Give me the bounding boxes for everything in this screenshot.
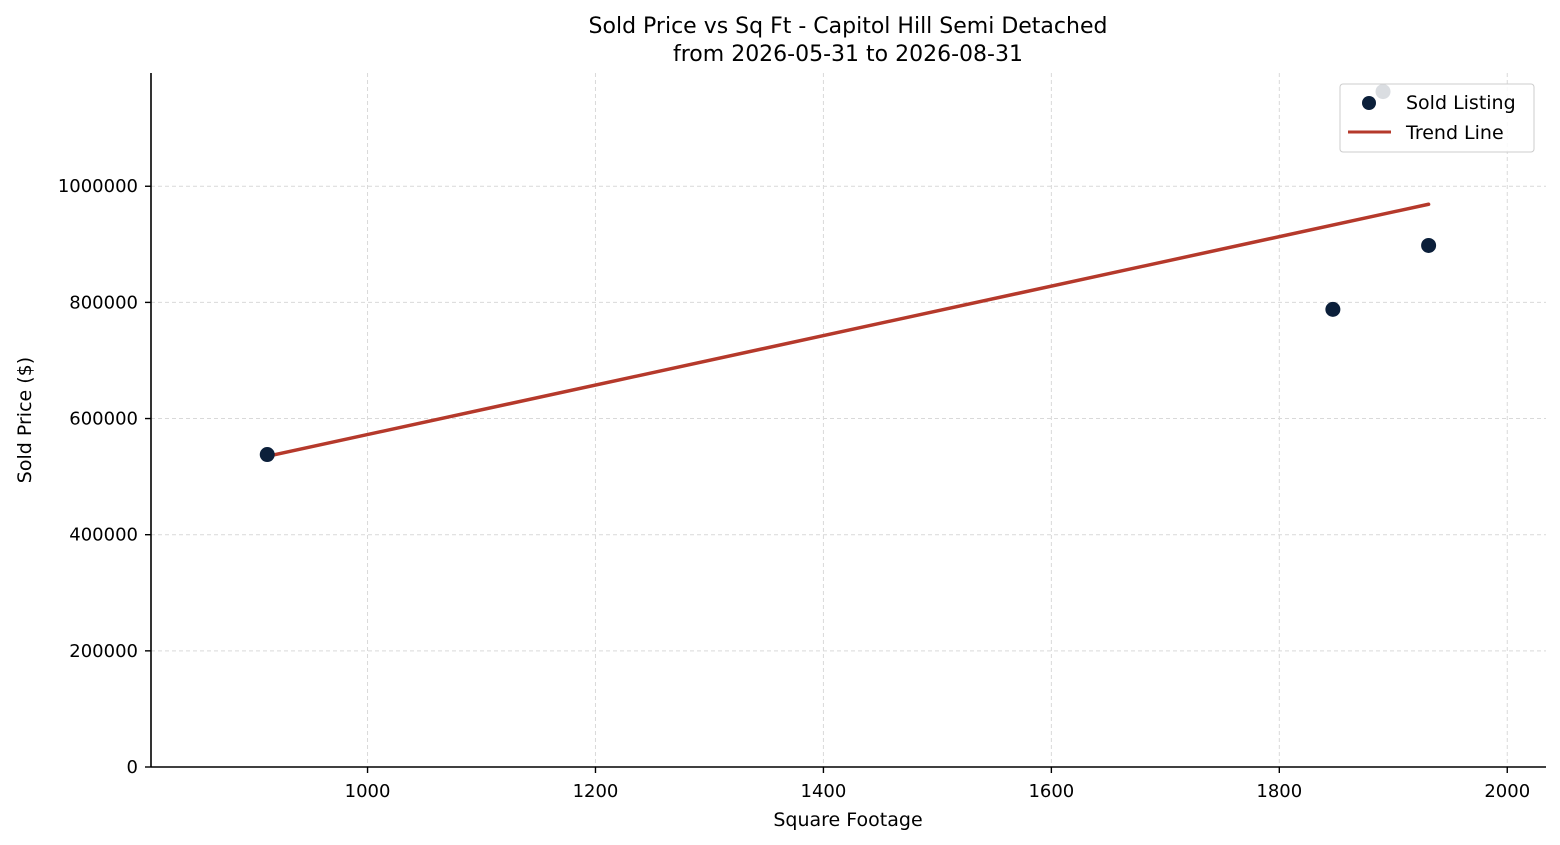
axes (150, 73, 1546, 768)
trend-line (265, 202, 1431, 459)
data-point (259, 447, 275, 463)
ticks: 1000 1200 1400 1600 1800 2000 0 200000 400000 600… (58, 176, 1530, 802)
y-tick-label: 0 (127, 757, 138, 778)
legend-label-sold-listing: Sold Listing (1406, 92, 1516, 114)
trend-line-layer (265, 202, 1431, 459)
y-axis-label: Sold Price ($) (14, 357, 36, 483)
points-layer (259, 84, 1437, 463)
x-tick-label: 1000 (345, 781, 391, 802)
x-tick-label: 1600 (1028, 781, 1074, 802)
y-tick-label: 600000 (69, 409, 138, 430)
data-point (1325, 301, 1341, 317)
legend-label-trend-line: Trend Line (1405, 122, 1504, 144)
y-tick-label: 1000000 (58, 176, 138, 197)
chart-subtitle: from 2026-05-31 to 2026-08-31 (673, 42, 1023, 67)
y-tick-label: 400000 (69, 525, 138, 546)
data-point (1421, 237, 1437, 253)
x-tick-label: 1200 (573, 781, 619, 802)
x-tick-label: 1400 (801, 781, 847, 802)
chart-title-group: Sold Price vs Sq Ft - Capitol Hill Semi … (589, 14, 1108, 67)
grid (151, 73, 1546, 768)
y-tick-label: 800000 (69, 292, 138, 313)
chart-title: Sold Price vs Sq Ft - Capitol Hill Semi … (589, 14, 1108, 39)
x-tick-label: 1800 (1256, 781, 1302, 802)
legend-frame (1339, 83, 1535, 153)
x-tick-label: 2000 (1484, 781, 1530, 802)
legend-marker-sold-listing (1362, 96, 1376, 110)
x-axis-label: Square Footage (773, 809, 922, 831)
legend: Sold Listing Trend Line (1339, 83, 1535, 153)
y-tick-label: 200000 (69, 641, 138, 662)
